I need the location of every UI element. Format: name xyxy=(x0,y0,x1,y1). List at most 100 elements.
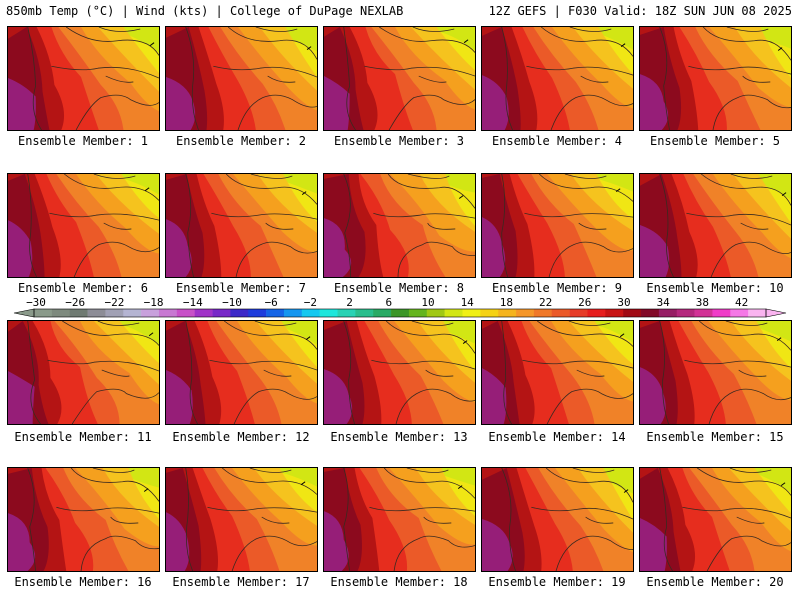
colorbar-swatch xyxy=(301,309,320,317)
ensemble-member-label: Ensemble Member: 1 xyxy=(17,134,149,148)
colorbar-low-arrow xyxy=(13,308,35,318)
ensemble-member-label: Ensemble Member: 19 xyxy=(488,575,626,589)
colorbar-swatch xyxy=(712,309,731,317)
colorbar-swatch xyxy=(658,309,678,317)
colorbar-swatch xyxy=(623,309,642,317)
colorbar-swatch xyxy=(355,309,374,317)
colorbar-swatch xyxy=(158,309,178,317)
colorbar-tick-label: 30 xyxy=(617,296,631,309)
colorbar-swatch xyxy=(480,309,499,317)
colorbar-swatch xyxy=(569,309,588,317)
colorbar-swatch xyxy=(516,309,535,317)
colorbar-tick-label: −26 xyxy=(65,296,86,309)
colorbar-swatch xyxy=(34,309,53,317)
colorbar-tick-label: −18 xyxy=(143,296,164,309)
colorbar-tick-label: −30 xyxy=(26,296,46,309)
colorbar-tick-label: −6 xyxy=(264,296,278,309)
colorbar-tick-label: 2 xyxy=(346,296,353,309)
ensemble-member-label: Ensemble Member: 14 xyxy=(488,430,626,444)
ensemble-member-map xyxy=(639,26,792,131)
ensemble-member-label: Ensemble Member: 6 xyxy=(17,281,149,295)
ensemble-member-label: Ensemble Member: 7 xyxy=(175,281,307,295)
colorbar-swatch xyxy=(194,309,213,317)
ensemble-member-map xyxy=(7,26,160,131)
colorbar-swatch xyxy=(694,309,713,317)
colorbar-swatch xyxy=(230,309,249,317)
ensemble-member-label: Ensemble Member: 2 xyxy=(175,134,307,148)
colorbar-tick-label: −14 xyxy=(182,296,203,309)
ensemble-member-label: Ensemble Member: 10 xyxy=(646,281,784,295)
ensemble-member-map xyxy=(481,26,634,131)
run-valid-time: 12Z GEFS | F030 Valid: 18Z SUN JUN 08 20… xyxy=(488,4,792,18)
colorbar-swatch xyxy=(676,309,695,317)
ensemble-member-label: Ensemble Member: 13 xyxy=(330,430,468,444)
ensemble-member-label: Ensemble Member: 5 xyxy=(649,134,781,148)
colorbar-tick-label: 38 xyxy=(695,296,710,309)
ensemble-member-map xyxy=(165,320,318,425)
ensemble-member-map xyxy=(323,467,476,572)
colorbar-swatch xyxy=(426,309,445,317)
colorbar-swatch xyxy=(444,309,463,317)
ensemble-member-map xyxy=(323,26,476,131)
colorbar-swatch xyxy=(212,309,231,317)
colorbar-tick-label: −22 xyxy=(104,296,125,309)
colorbar-tick-label: 18 xyxy=(499,296,514,309)
colorbar-swatch xyxy=(105,309,124,317)
ensemble-member-label: Ensemble Member: 20 xyxy=(646,575,784,589)
colorbar-tick-label: 34 xyxy=(656,296,670,309)
ensemble-member-label: Ensemble Member: 3 xyxy=(333,134,465,148)
colorbar-swatch xyxy=(283,309,303,317)
colorbar-tick-label: −10 xyxy=(222,296,242,309)
ensemble-member-map xyxy=(481,467,634,572)
temperature-colorbar xyxy=(13,308,787,318)
ensemble-member-map xyxy=(323,320,476,425)
ensemble-member-map xyxy=(323,173,476,278)
ensemble-member-map xyxy=(481,320,634,425)
colorbar-tick-label: 14 xyxy=(460,296,474,309)
colorbar-swatch xyxy=(176,309,195,317)
ensemble-member-map xyxy=(7,467,160,572)
colorbar-swatch xyxy=(123,309,142,317)
colorbar-tick-label: 6 xyxy=(385,296,393,309)
colorbar-swatch xyxy=(248,309,267,317)
colorbar-high-arrow xyxy=(765,308,787,318)
ensemble-member-map xyxy=(639,320,792,425)
colorbar-swatch xyxy=(748,309,767,317)
colorbar-tick-label: 42 xyxy=(734,296,749,309)
colorbar-swatch xyxy=(587,309,606,317)
ensemble-member-label: Ensemble Member: 11 xyxy=(14,430,152,444)
colorbar-swatch xyxy=(337,309,356,317)
colorbar-tick-label: 26 xyxy=(578,296,592,309)
colorbar-swatch xyxy=(730,309,749,317)
ensemble-member-label: Ensemble Member: 4 xyxy=(491,134,623,148)
colorbar-tick-label: −2 xyxy=(303,296,318,309)
colorbar-tick-label: 10 xyxy=(421,296,435,309)
ensemble-member-map xyxy=(165,173,318,278)
colorbar-swatch xyxy=(266,309,285,317)
ensemble-member-map xyxy=(7,173,160,278)
colorbar-swatch xyxy=(605,309,624,317)
colorbar-swatch xyxy=(498,309,517,317)
ensemble-member-label: Ensemble Member: 16 xyxy=(14,575,152,589)
colorbar-swatch xyxy=(641,309,660,317)
ensemble-member-label: Ensemble Member: 18 xyxy=(330,575,468,589)
colorbar-swatch xyxy=(141,309,160,317)
colorbar-swatch xyxy=(408,309,428,317)
colorbar-swatch xyxy=(319,309,338,317)
ensemble-member-map xyxy=(481,173,634,278)
colorbar-swatch xyxy=(51,309,70,317)
colorbar-swatch xyxy=(533,309,553,317)
product-title: 850mb Temp (°C) | Wind (kts) | College o… xyxy=(6,4,404,18)
ensemble-member-label: Ensemble Member: 15 xyxy=(646,430,784,444)
ensemble-member-label: Ensemble Member: 17 xyxy=(172,575,310,589)
ensemble-member-map xyxy=(165,467,318,572)
colorbar-tick-label: 22 xyxy=(538,296,553,309)
colorbar-swatch xyxy=(551,309,570,317)
ensemble-member-map xyxy=(639,173,792,278)
ensemble-member-label: Ensemble Member: 12 xyxy=(172,430,310,444)
colorbar-swatch xyxy=(69,309,88,317)
colorbar-swatch xyxy=(462,309,481,317)
colorbar-swatch xyxy=(87,309,106,317)
ensemble-member-map xyxy=(7,320,160,425)
ensemble-member-label: Ensemble Member: 8 xyxy=(333,281,465,295)
